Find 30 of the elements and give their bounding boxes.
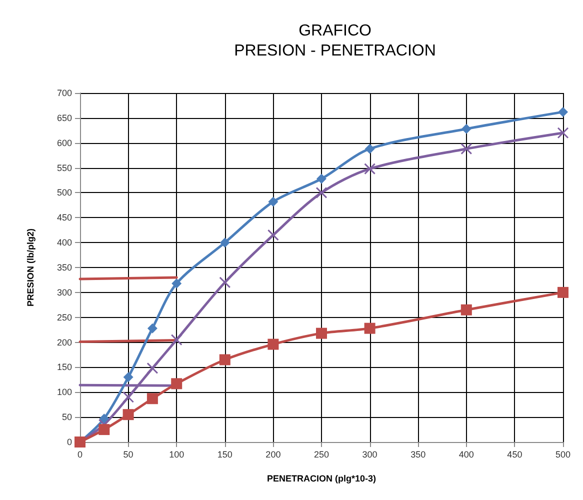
y-tick-label: 550 xyxy=(56,162,72,173)
x-tick-label: 500 xyxy=(555,450,571,460)
x-axis-title: PENETRACION (plg*10-3) xyxy=(266,474,376,484)
y-tick-label: 200 xyxy=(56,337,72,348)
y-tick-label: 650 xyxy=(56,112,72,123)
x-tick-label: 100 xyxy=(169,450,184,460)
y-tick-label: 250 xyxy=(56,312,72,322)
y-tick-label: 400 xyxy=(56,238,72,248)
chart-title: GRAFICO xyxy=(298,22,372,40)
x-tick-label: 150 xyxy=(217,450,232,460)
x-tick-label: 200 xyxy=(266,450,281,460)
x-tick-label: 250 xyxy=(314,450,330,460)
y-tick-label: 300 xyxy=(56,287,72,298)
x-tick-label: 450 xyxy=(507,450,522,460)
x-tick-label: 0 xyxy=(77,450,83,460)
y-tick-label: 50 xyxy=(62,412,72,422)
y-tick-label: 700 xyxy=(56,88,72,98)
y-tick-label: 350 xyxy=(56,262,72,272)
x-tick-label: 350 xyxy=(410,450,426,460)
x-tick-label: 50 xyxy=(123,450,134,460)
x-tick-label: 300 xyxy=(362,450,378,460)
y-tick-label: 450 xyxy=(56,212,72,223)
y-axis-title: PRESION (lb/plg2) xyxy=(26,228,36,307)
y-tick-label: 500 xyxy=(56,188,72,198)
y-tick-label: 150 xyxy=(56,362,72,372)
x-tick-label: 400 xyxy=(458,450,474,460)
chart-subtitle: PRESION - PENETRACION xyxy=(234,42,436,60)
y-tick-label: 100 xyxy=(56,387,72,398)
y-tick-label: 600 xyxy=(56,138,72,148)
y-tick-label: 0 xyxy=(66,437,72,447)
